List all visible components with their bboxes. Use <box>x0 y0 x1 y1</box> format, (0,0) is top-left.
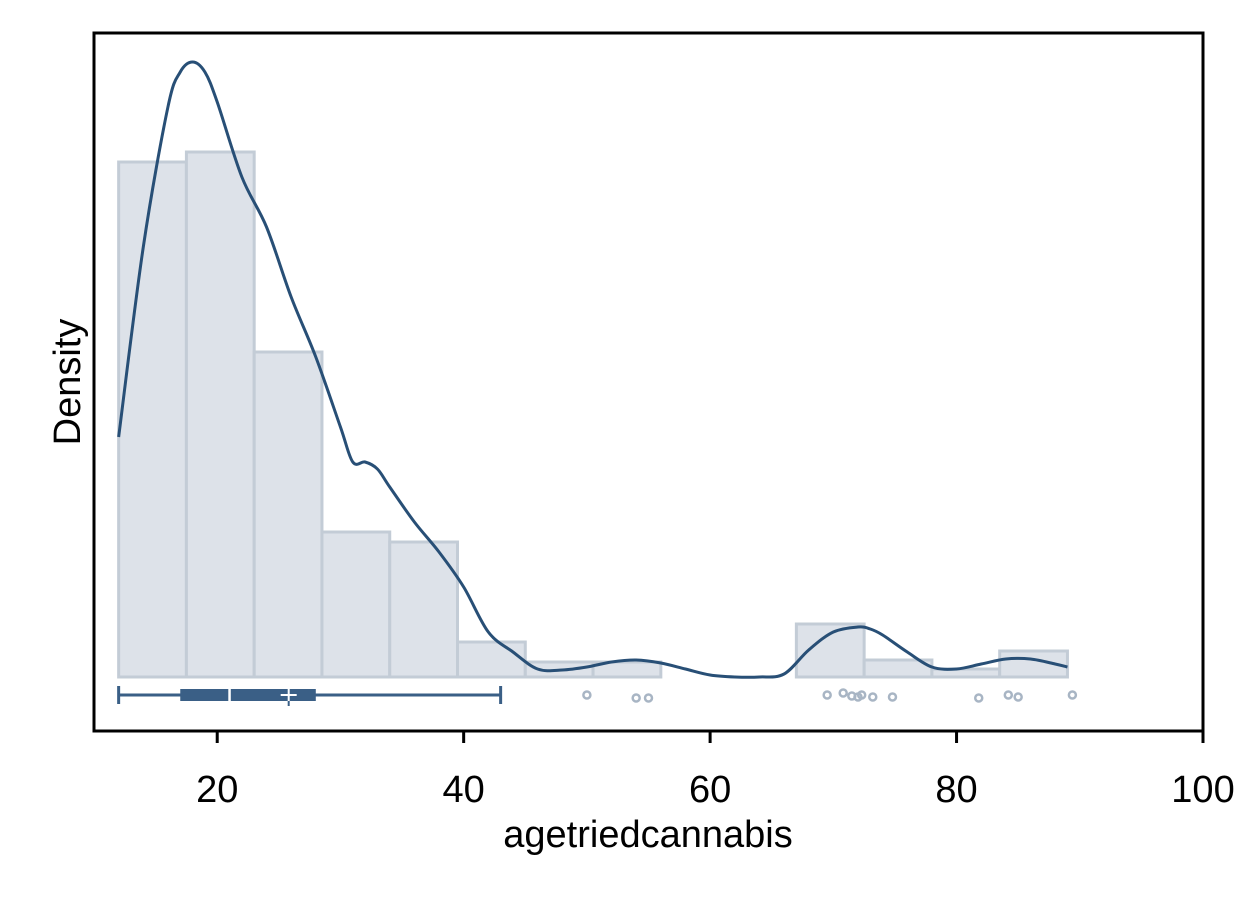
outlier-point <box>631 693 641 703</box>
histogram-bar <box>456 640 527 679</box>
plot-frame <box>92 31 1205 733</box>
outlier-point <box>1013 692 1023 702</box>
outlier-point <box>582 690 592 700</box>
x-tick-label: 80 <box>935 769 977 811</box>
histogram-bars <box>117 150 1069 679</box>
x-tick-label: 100 <box>1171 769 1234 811</box>
x-tick-label: 20 <box>196 769 238 811</box>
histogram-bar <box>117 160 188 679</box>
x-tick-label: 60 <box>689 769 731 811</box>
outlier-point <box>1003 690 1014 700</box>
histogram-bar <box>388 540 460 679</box>
outlier-point <box>856 690 867 700</box>
outlier-point <box>822 690 832 700</box>
histogram-bar <box>252 350 324 679</box>
histogram-bar <box>591 660 663 679</box>
outlier-point <box>643 693 654 703</box>
histogram-bar <box>184 150 256 679</box>
outlier-point <box>1067 690 1078 700</box>
kde-line <box>117 60 1068 679</box>
x-tick-label: 40 <box>443 769 485 811</box>
x-axis-ticks: 20 40 60 80 100 <box>196 731 1235 811</box>
outlier-point <box>973 693 984 703</box>
y-axis-title: Density <box>47 319 89 446</box>
histogram-bar <box>320 530 392 679</box>
box-iqr <box>180 689 316 701</box>
kde-layer <box>117 60 1068 679</box>
outlier-point <box>868 692 878 702</box>
outlier-point <box>838 688 848 698</box>
x-axis-title: agetriedcannabis <box>503 814 792 856</box>
outlier-point <box>887 692 898 702</box>
boxplot <box>117 686 503 706</box>
outlier-points <box>582 688 1078 703</box>
